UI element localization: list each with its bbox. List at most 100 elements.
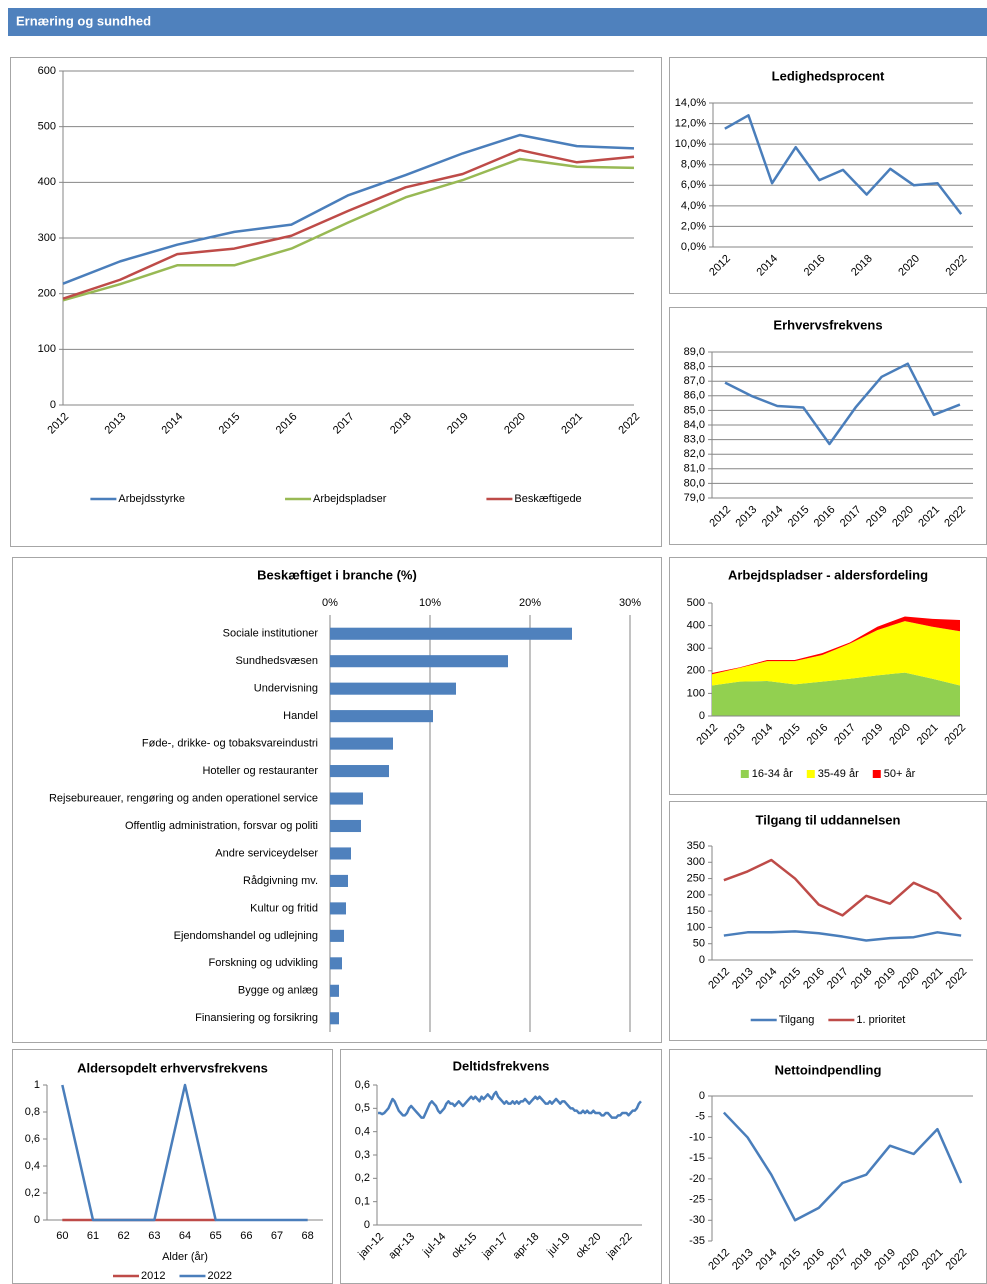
bar — [330, 929, 344, 942]
y-tick-label: 10,0% — [675, 138, 706, 150]
y-tick-label: 350 — [687, 840, 705, 852]
y-tick-label: 0,3 — [355, 1149, 370, 1161]
y-tick-label: 0,4 — [355, 1126, 370, 1138]
category-label: Rådgivning mv. — [243, 875, 318, 887]
y-tick-label: 86,0 — [684, 390, 705, 402]
y-tick-label: 200 — [687, 665, 705, 677]
area — [712, 621, 960, 686]
line — [378, 1090, 642, 1119]
category-label: Kultur og fritid — [250, 902, 318, 914]
y-tick-label: 500 — [38, 121, 56, 133]
y-tick-label: 0,5 — [355, 1102, 370, 1114]
bar — [330, 792, 363, 805]
panel — [669, 307, 987, 545]
bar — [330, 874, 348, 887]
category-label: Sundhedsvæsen — [235, 655, 318, 667]
panel — [669, 801, 987, 1041]
category-label: Handel — [283, 710, 318, 722]
category-label: Offentlig administration, forsvar og pol… — [125, 820, 318, 832]
x-tick-label: 66 — [240, 1230, 252, 1242]
category-label: Forskning og udvikling — [209, 957, 318, 969]
y-tick-label: 100 — [38, 343, 56, 355]
x-tick-label: 10% — [419, 597, 441, 609]
y-tick-label: 300 — [38, 232, 56, 244]
category-label: Bygge og anlæg — [238, 985, 318, 997]
legend-swatch — [806, 770, 815, 778]
line — [724, 114, 963, 215]
y-tick-label: 250 — [687, 872, 705, 884]
legend: Tilgang 1. prioritet — [750, 1014, 905, 1026]
x-tick-label: 63 — [148, 1230, 160, 1242]
y-tick-label: 6,0% — [681, 179, 706, 191]
y-tick-label: -35 — [689, 1235, 705, 1247]
category-label: Sociale institutioner — [223, 628, 319, 640]
line — [62, 157, 635, 302]
chart-title: Beskæftiget i branche (%) — [257, 567, 417, 582]
chart-title: Arbejdspladser - aldersfordeling — [728, 567, 928, 582]
x-tick-label: 64 — [179, 1230, 191, 1242]
y-tick-label: 87,0 — [684, 375, 705, 387]
legend-label: 50+ år — [884, 768, 916, 780]
y-tick-label: 85,0 — [684, 404, 705, 416]
y-tick-label: 100 — [687, 687, 705, 699]
y-tick-label: -20 — [689, 1173, 705, 1185]
line — [723, 858, 963, 921]
y-tick-label: 0,6 — [355, 1079, 370, 1091]
y-tick-label: 200 — [38, 288, 56, 300]
y-tick-label: 81,0 — [684, 463, 705, 475]
y-tick-label: 0,1 — [355, 1196, 370, 1208]
bar — [330, 737, 393, 750]
y-tick-label: 300 — [687, 856, 705, 868]
category-label: Undervisning — [254, 683, 318, 695]
chart-title: Tilgang til uddannelsen — [756, 812, 901, 827]
y-tick-label: -15 — [689, 1152, 705, 1164]
y-tick-label: 0,2 — [355, 1172, 370, 1184]
y-tick-label: 14,0% — [675, 97, 706, 109]
header-bar — [8, 8, 987, 36]
y-tick-label: 100 — [687, 921, 705, 933]
y-tick-label: 0 — [34, 1214, 40, 1226]
x-tick-label: 62 — [118, 1230, 130, 1242]
legend-label: Arbejdspladser — [313, 493, 387, 505]
line — [722, 1111, 963, 1222]
legend: Arbejdsstyrke Arbejdspladser Beskæftigede — [90, 493, 582, 505]
y-tick-label: 83,0 — [684, 434, 705, 446]
legend-label: 2012 — [141, 1270, 165, 1282]
y-tick-label: 82,0 — [684, 448, 705, 460]
y-tick-label: 0 — [50, 399, 56, 411]
x-tick-label: 61 — [87, 1230, 99, 1242]
y-tick-label: 0 — [699, 710, 705, 722]
category-label: Rejsebureauer, rengøring og anden operat… — [49, 792, 318, 804]
y-tick-label: 1 — [34, 1079, 40, 1091]
legend-swatch — [740, 770, 749, 778]
y-tick-label: 0,0% — [681, 241, 706, 253]
bar — [330, 957, 342, 970]
category-label: Hoteller og restauranter — [202, 765, 318, 777]
y-tick-label: 600 — [38, 65, 56, 77]
y-tick-label: 79,0 — [684, 492, 705, 504]
y-tick-label: 0,2 — [25, 1187, 40, 1199]
legend: 2012 2022 — [113, 1270, 232, 1282]
bar — [330, 765, 389, 778]
y-tick-label: 0,6 — [25, 1133, 40, 1145]
line — [724, 362, 961, 446]
y-tick-label: 2,0% — [681, 220, 706, 232]
legend-label: 16-34 år — [752, 768, 793, 780]
panel — [12, 1049, 333, 1284]
y-tick-label: 0,4 — [25, 1160, 40, 1172]
bar — [330, 902, 346, 915]
x-tick-label: 20% — [519, 597, 541, 609]
legend-label: Beskæftigede — [514, 493, 581, 505]
legend-label: Arbejdsstyrke — [118, 493, 185, 505]
x-tick-label: 60 — [56, 1230, 68, 1242]
x-axis-label: Alder (år) — [162, 1251, 208, 1263]
y-tick-label: 200 — [687, 889, 705, 901]
category-label: Finansiering og forsikring — [195, 1012, 318, 1024]
x-tick-label: 67 — [271, 1230, 283, 1242]
header-title: Ernæring og sundhed — [16, 13, 151, 28]
line — [62, 133, 635, 285]
y-tick-label: 12,0% — [675, 117, 706, 129]
category-label: Andre serviceydelser — [215, 847, 318, 859]
y-tick-label: 8,0% — [681, 159, 706, 171]
bar — [330, 984, 339, 997]
